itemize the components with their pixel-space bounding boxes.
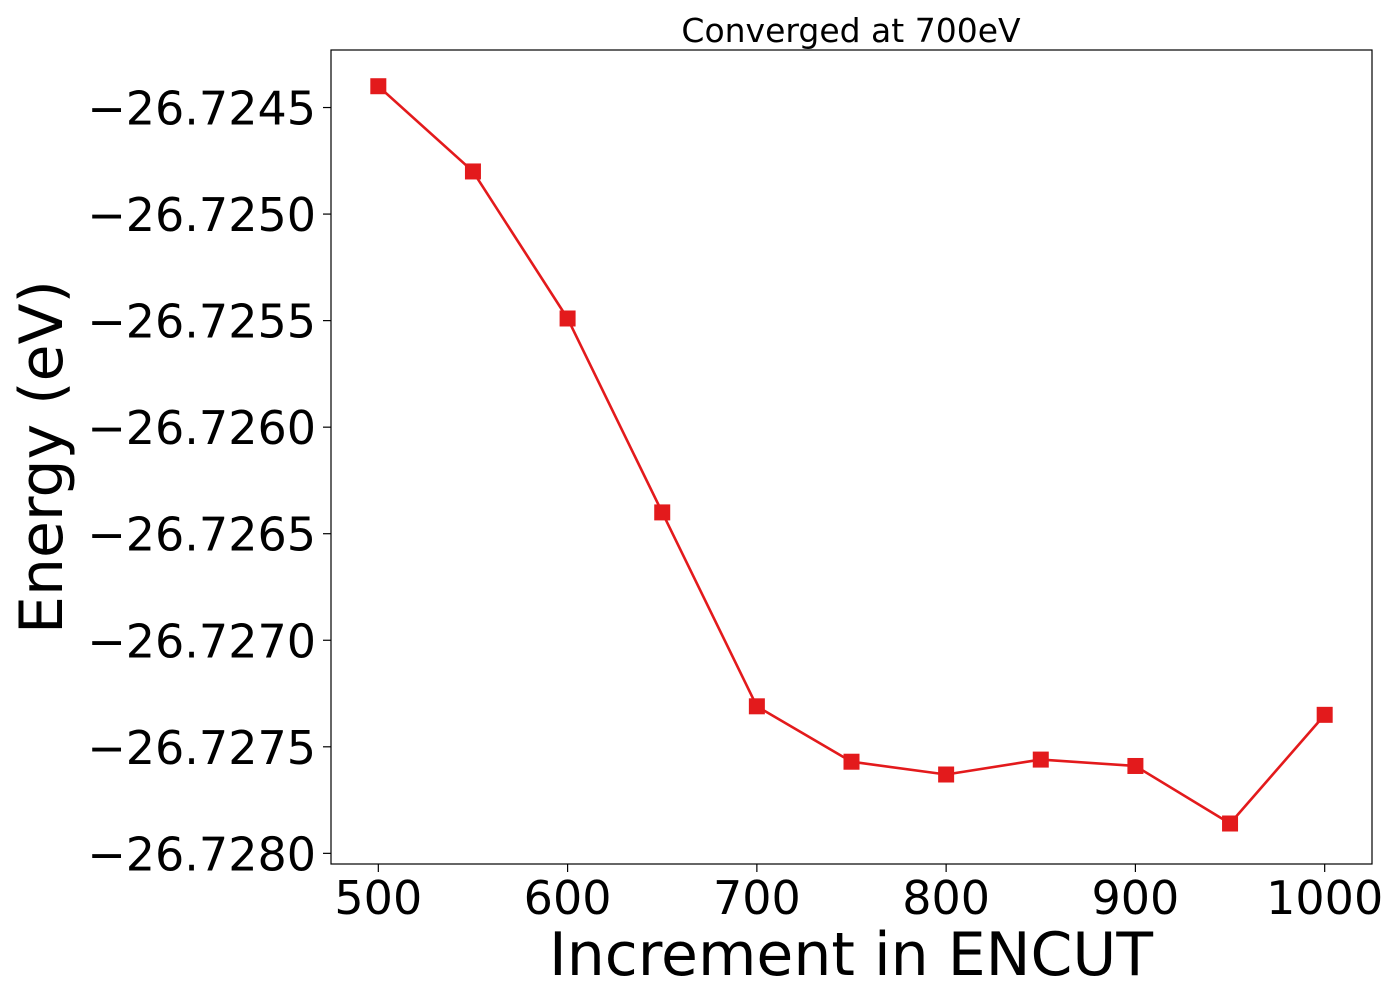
chart-title: Converged at 700eV [681,11,1021,50]
y-tick-label: −26.7265 [87,508,316,562]
series-layer [370,78,1333,832]
y-tick-label: −26.7245 [87,82,316,136]
data-point [1316,706,1333,723]
x-tick-label: 1000 [1266,871,1383,925]
y-tick-label: −26.7260 [87,401,316,455]
data-point [1032,751,1049,768]
y-tick-label: −26.7280 [87,827,316,881]
y-tick-label: −26.7255 [87,295,316,349]
data-point [1127,757,1144,774]
y-axis: −26.7245 −26.7250 −26.7255 −26.7260 −26.7265… [87,82,331,881]
plot-area [330,49,1373,865]
x-tick-label: 900 [1092,871,1180,925]
data-point [654,504,671,521]
data-point [559,310,576,327]
x-tick-label: 700 [713,871,801,925]
data-point [464,163,481,180]
data-point [843,753,860,770]
y-tick-label: −26.7270 [87,614,316,668]
x-tick-label: 800 [902,871,990,925]
y-tick-label: −26.7250 [87,188,316,242]
series-line [377,85,1326,825]
x-axis: 500 600 700 800 900 1000 [334,864,1383,925]
x-tick-label: 500 [334,871,422,925]
x-axis-label: Increment in ENCUT [549,920,1153,990]
data-point [1222,815,1239,832]
data-point [938,766,955,783]
data-point [370,78,387,95]
data-point [748,698,765,715]
y-tick-label: −26.7275 [87,721,316,775]
y-axis-label: Energy (eV) [7,280,77,634]
x-tick-label: 600 [524,871,612,925]
